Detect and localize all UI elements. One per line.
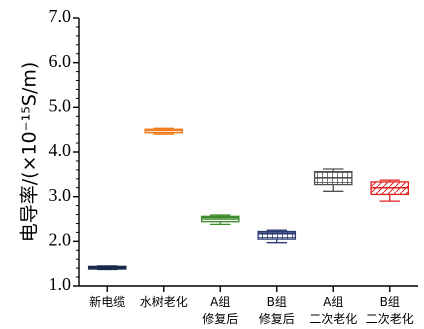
y-tick-label: 6.0 [49,51,72,71]
box-2 [144,127,184,135]
category-label-line2: 二次老化 [309,312,357,326]
y-tick-label: 5.0 [49,95,72,115]
category-label: 新电缆 [89,294,125,309]
y-ticks: 1.0 2.0 3.0 4.0 5.0 6.0 7.0 [49,6,79,294]
box-3 [200,214,240,226]
y-axis: 1.0 2.0 3.0 4.0 5.0 6.0 7.0 [49,6,80,294]
category-label: B组 [380,295,400,309]
y-tick-label: 1.0 [49,274,72,294]
category-label: 水树老化 [140,294,188,309]
category-label: B组 [267,295,287,309]
box-6 [370,179,410,202]
box-1 [87,265,127,271]
category-label-line2: 修复后 [259,311,295,326]
box-body [257,230,297,240]
category-label-line2: 修复后 [202,311,238,326]
y-tick-label: 3.0 [49,185,72,205]
category-label-line2: 二次老化 [366,312,414,326]
y-tick-label: 7.0 [49,6,72,26]
box-5 [313,168,353,192]
category-label: A组 [210,295,230,309]
y-tick-label: 4.0 [49,140,72,160]
y-axis-label: 电导率/(×10⁻¹⁵S/m) [19,62,41,243]
y-tick-label: 2.0 [49,229,72,249]
category-label: A组 [323,295,343,309]
box-4 [257,229,297,244]
boxes [87,127,410,271]
